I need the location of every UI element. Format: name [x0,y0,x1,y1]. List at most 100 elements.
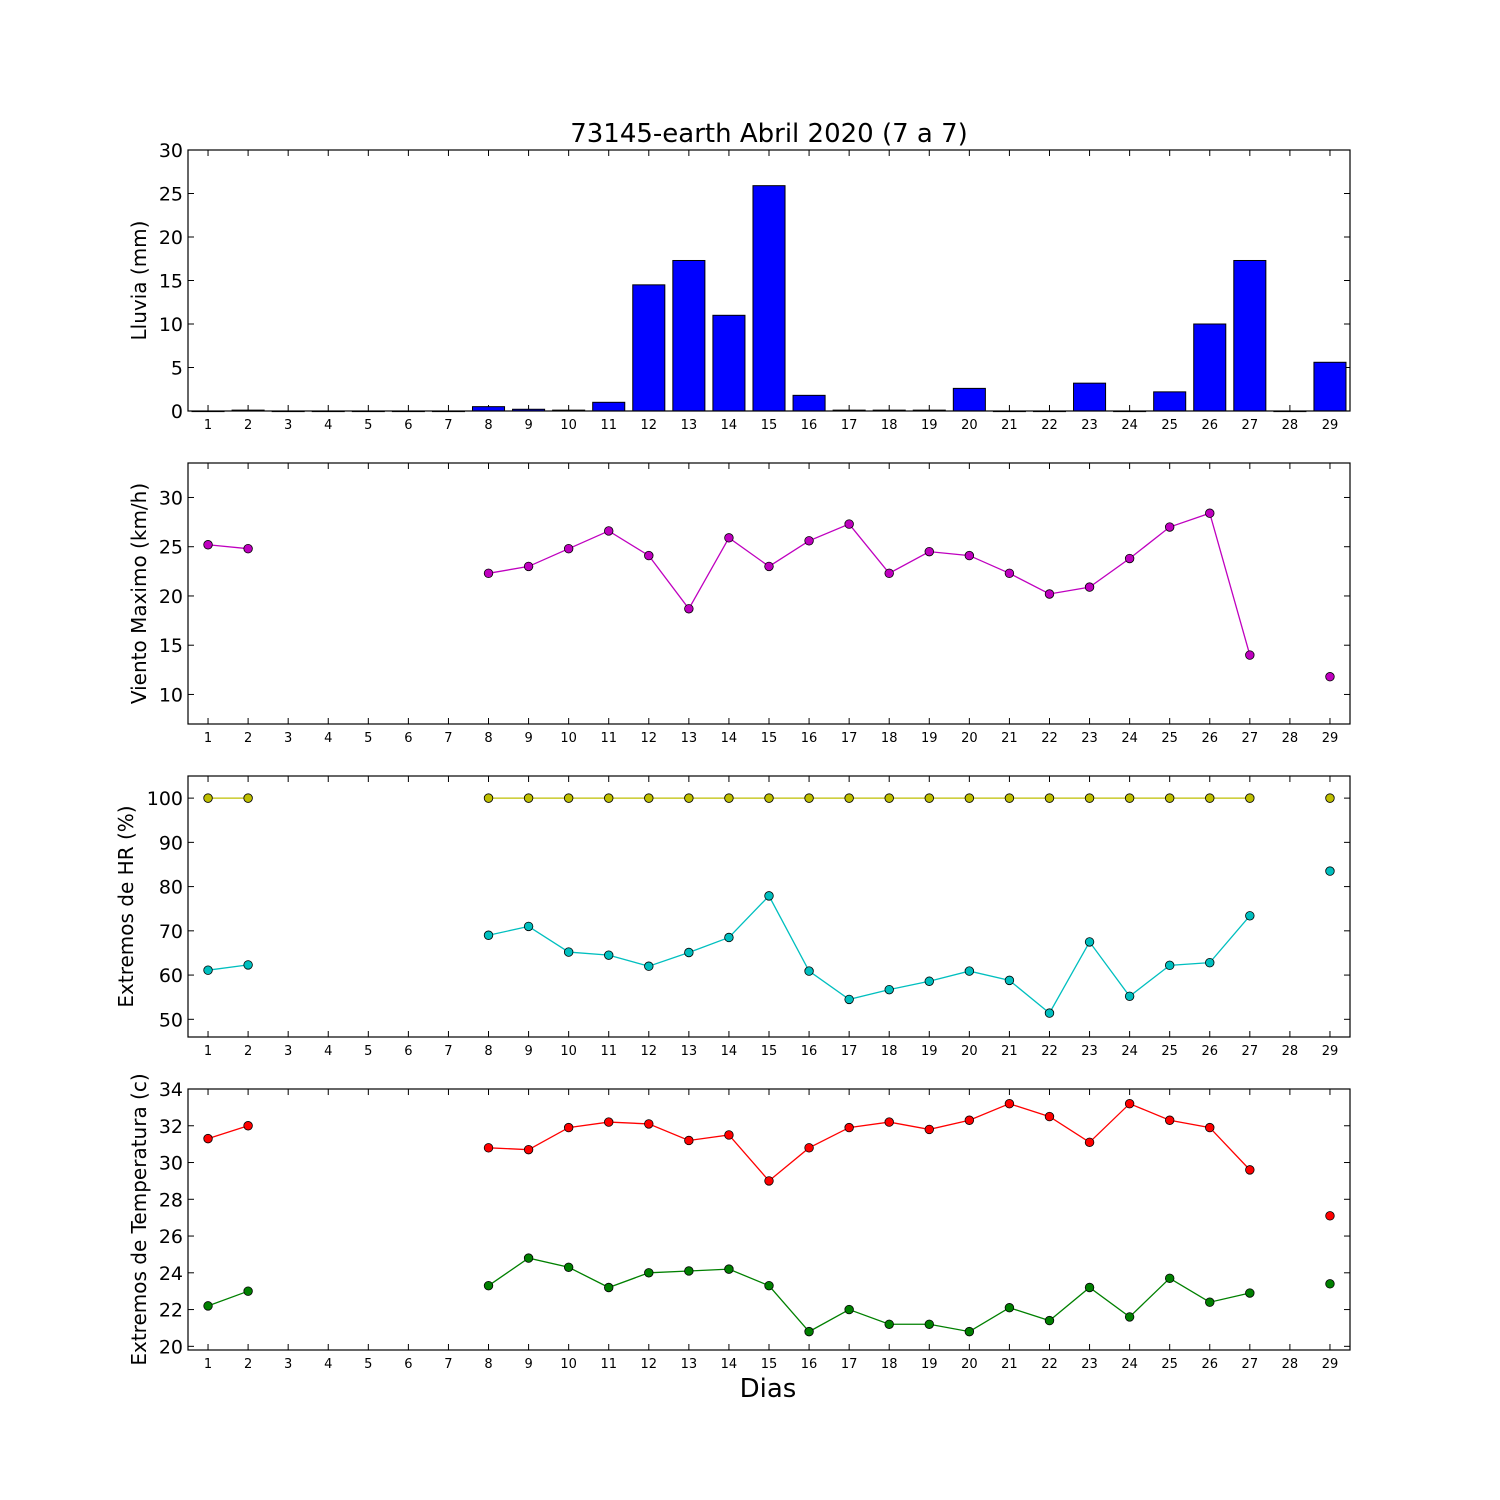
humidity-series-1-point [964,966,975,976]
wind-xtick-label: 3 [284,731,292,746]
rain-bar [712,314,746,412]
temperature-series-1-point [884,1319,894,1329]
temperature-ytick-label: 32 [159,1116,183,1138]
humidity-xtick-label: 15 [761,1044,778,1059]
humidity-series-1-point [1325,866,1335,876]
wind-xtick-label: 9 [524,731,532,746]
rain-xtick-label: 22 [1041,418,1058,433]
wind-ytick-label: 15 [159,635,183,657]
humidity-xtick-label: 8 [484,1044,492,1059]
wind-xtick-label: 7 [444,731,452,746]
humidity-xtick-label: 1 [204,1044,212,1059]
humidity-series-1-point [1245,911,1255,921]
temperature-xtick-label: 17 [841,1357,858,1372]
humidity-ytick-label: 50 [159,1009,183,1031]
temperature-series-1-point [764,1280,774,1291]
temperature-series-0-point [1164,1115,1175,1125]
rain-xtick-label: 26 [1201,418,1218,433]
wind-series-0-point [604,526,614,536]
temperature-xtick-label: 12 [641,1357,658,1372]
temperature-ytick-label: 26 [159,1226,183,1248]
humidity-series-1-point [483,930,494,940]
temperature-ytick-label: 28 [159,1189,183,1211]
rain-xtick-label: 2 [244,418,252,433]
rain-bar [952,387,986,412]
humidity-series-1-point [924,976,934,986]
wind-axes-frame [187,462,1351,725]
rain-y-axis-label: Lluvia (mm) [127,221,151,341]
humidity-xtick-label: 28 [1282,1044,1299,1059]
humidity-series-0-point [1124,793,1135,803]
humidity-series-1-point [1084,937,1095,947]
wind-y-axis-label: Viento Maximo (km/h) [127,483,151,704]
humidity-series-0-point [203,793,213,803]
temperature-series-1-point [844,1304,854,1315]
rain-xtick-label: 24 [1121,418,1138,433]
wind-series-0-point [523,561,534,572]
wind-xtick-label: 4 [324,731,332,746]
temperature-xtick-label: 22 [1041,1357,1058,1372]
rain-xtick-label: 29 [1322,418,1339,433]
wind-series-0-point [964,550,975,561]
temperature-xtick-label: 24 [1121,1357,1138,1372]
wind-ytick-label: 10 [159,684,183,706]
temperature-y-axis-label: Extremos de Temperatura (c) [127,1073,151,1365]
temperature-series-0-point [764,1176,774,1186]
humidity-xtick-label: 5 [364,1044,372,1059]
wind-xtick-label: 28 [1282,731,1299,746]
humidity-series-0-point [563,793,574,803]
humidity-series-0-point [804,793,814,803]
wind-series-0-point [884,568,894,579]
humidity-xtick-label: 20 [961,1044,978,1059]
wind-xtick-label: 22 [1041,731,1058,746]
humidity-series-1-point [764,891,774,901]
wind-xtick-label: 14 [721,731,738,746]
temperature-series-1-point [243,1286,253,1296]
figure-title: 73145-earth Abril 2020 (7 a 7) [570,119,968,149]
temperature-xtick-label: 7 [444,1357,452,1372]
humidity-xtick-label: 3 [284,1044,292,1059]
temperature-xtick-label: 5 [364,1357,372,1372]
wind-xtick-label: 24 [1121,731,1138,746]
temperature-series-0-point [523,1144,534,1155]
rain-xtick-label: 12 [641,418,658,433]
wind-xtick-label: 20 [961,731,978,746]
temperature-xtick-label: 28 [1282,1357,1299,1372]
wind-series-0-point [483,568,494,579]
humidity-series-0-point [1164,793,1175,803]
rain-ytick-label: 30 [159,140,183,162]
humidity-xtick-label: 11 [600,1044,617,1059]
temperature-series-1-point [523,1253,534,1263]
temperature-xtick-label: 4 [324,1357,332,1372]
wind-xtick-label: 12 [641,731,658,746]
temperature-series-0-point [1044,1111,1055,1122]
humidity-axes-frame [187,775,1351,1038]
humidity-series-0-point [1084,793,1095,803]
humidity-series-0-point [764,793,774,803]
humidity-series-0-point [644,793,654,803]
wind-xtick-label: 8 [484,731,492,746]
humidity-series-0-point [1325,793,1335,803]
rain-xtick-label: 15 [761,418,778,433]
temperature-series-1-point [1164,1273,1175,1284]
temperature-series-0-point [483,1143,494,1153]
rain-xtick-label: 28 [1282,418,1299,433]
temperature-xtick-label: 15 [761,1357,778,1372]
temperature-xtick-label: 14 [721,1357,738,1372]
humidity-series-1-point [884,984,894,995]
temperature-series-0-point [1205,1122,1215,1133]
rain-xtick-label: 17 [841,418,858,433]
temperature-series-0-line [207,1125,249,1140]
temperature-series-0-point [563,1122,574,1133]
humidity-xtick-label: 13 [681,1044,698,1059]
rain-xtick-label: 20 [961,418,978,433]
wind-xtick-label: 2 [244,731,252,746]
rain-xtick-label: 25 [1161,418,1178,433]
wind-xtick-label: 27 [1242,731,1259,746]
humidity-series-0-point [884,793,894,803]
rain-xtick-label: 4 [324,418,332,433]
temperature-xtick-label: 20 [961,1357,978,1372]
wind-xtick-label: 23 [1081,731,1098,746]
wind-series-0-point [644,550,654,561]
